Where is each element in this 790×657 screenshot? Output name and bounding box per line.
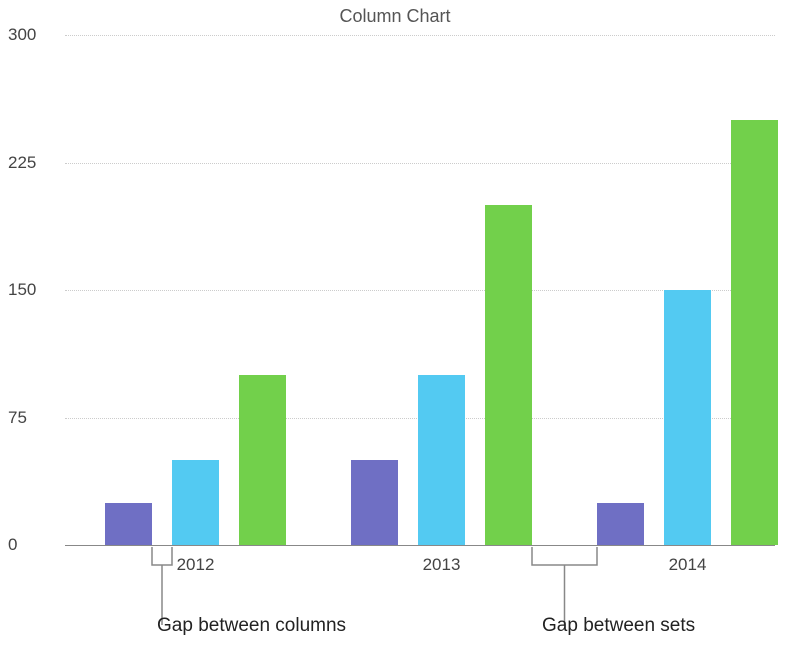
- callout-bracket-gap-sets: [0, 0, 790, 657]
- callout-text-gap-sets: Gap between sets: [542, 615, 695, 637]
- column-chart: Column Chart 075150225300 201220132014 G…: [0, 0, 790, 657]
